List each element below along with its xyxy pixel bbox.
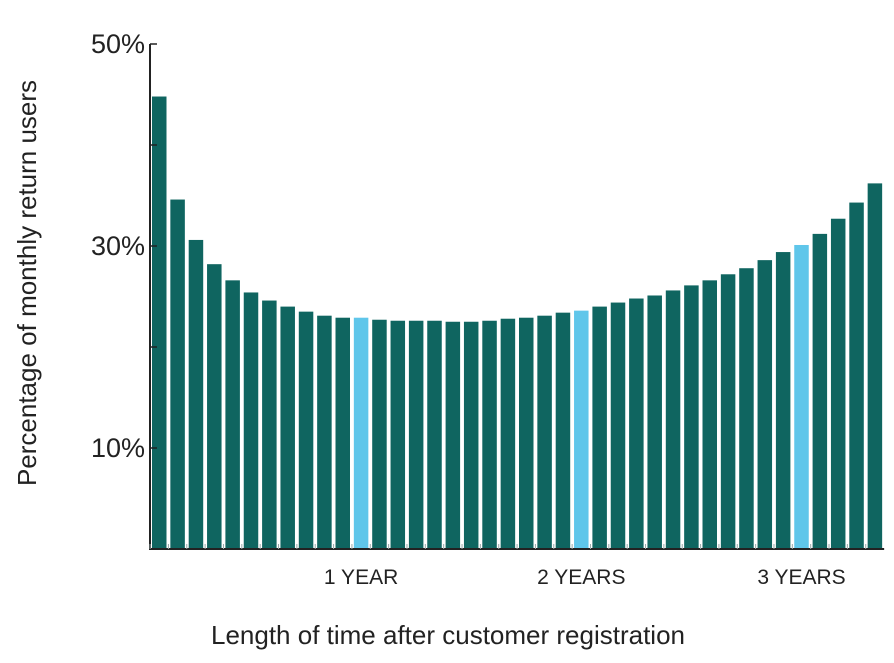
bar-month-27 (629, 298, 644, 549)
bar-month-28 (647, 295, 662, 549)
bar-month-38 (830, 218, 846, 550)
bar-month-25 (592, 306, 607, 549)
bar-month-15 (408, 320, 424, 549)
bar-month-13 (372, 319, 387, 549)
bar-month-17 (445, 321, 461, 549)
bar-month-26 (610, 302, 626, 549)
bar-month-16 (427, 320, 442, 549)
bar-month-35 (775, 252, 791, 549)
bar-month-22 (537, 315, 552, 549)
bar-month-3 (188, 239, 204, 549)
bar-month-9 (298, 311, 314, 549)
bar-month-34 (757, 260, 773, 549)
bar-month-31 (702, 280, 717, 549)
bar-month-23 (555, 312, 571, 549)
y-tick-labels: 50% 30% 10% (91, 29, 145, 463)
y-tick-label-10: 10% (91, 433, 145, 463)
bar-month-39 (849, 202, 864, 549)
x-axis-title: Length of time after customer registrati… (211, 620, 685, 650)
x-tick-label-24: 2 YEARS (537, 566, 625, 589)
bar-month-21 (519, 317, 534, 549)
x-tick-label-12: 1 YEAR (324, 566, 398, 589)
bar-month-18 (463, 321, 479, 549)
x-tick-label-36: 3 YEARS (757, 566, 845, 589)
bar-month-6 (243, 292, 259, 549)
bar-month-2 (170, 199, 185, 550)
bar-month-29 (665, 290, 681, 549)
bar-month-7 (262, 300, 277, 549)
bar-month-19 (482, 320, 497, 549)
bar-month-5 (225, 280, 240, 549)
bar-month-8 (280, 306, 295, 549)
bar-month-20 (500, 318, 516, 549)
bar-month-1 (152, 96, 167, 550)
bar-month-32 (720, 274, 736, 549)
bar-month-4 (207, 264, 222, 549)
bar-month-33 (739, 268, 754, 549)
highlight-bar-month-36 (794, 244, 809, 550)
bar-month-30 (684, 285, 699, 549)
highlight-bar-month-12 (353, 317, 369, 549)
y-tick-label-50: 50% (91, 29, 145, 59)
bar-month-14 (390, 320, 406, 549)
y-tick-label-30: 30% (91, 231, 145, 261)
y-axis-title: Percentage of monthly return users (12, 80, 42, 486)
bars-group (152, 96, 883, 550)
bar-month-11 (335, 317, 350, 549)
highlight-bar-month-24 (574, 310, 589, 549)
bar-month-40 (867, 183, 883, 549)
axes-group (149, 43, 885, 550)
bar-month-10 (317, 315, 332, 549)
bar-month-37 (812, 233, 828, 549)
x-tick-labels: 1 YEAR 2 YEARS 3 YEARS (324, 566, 846, 589)
